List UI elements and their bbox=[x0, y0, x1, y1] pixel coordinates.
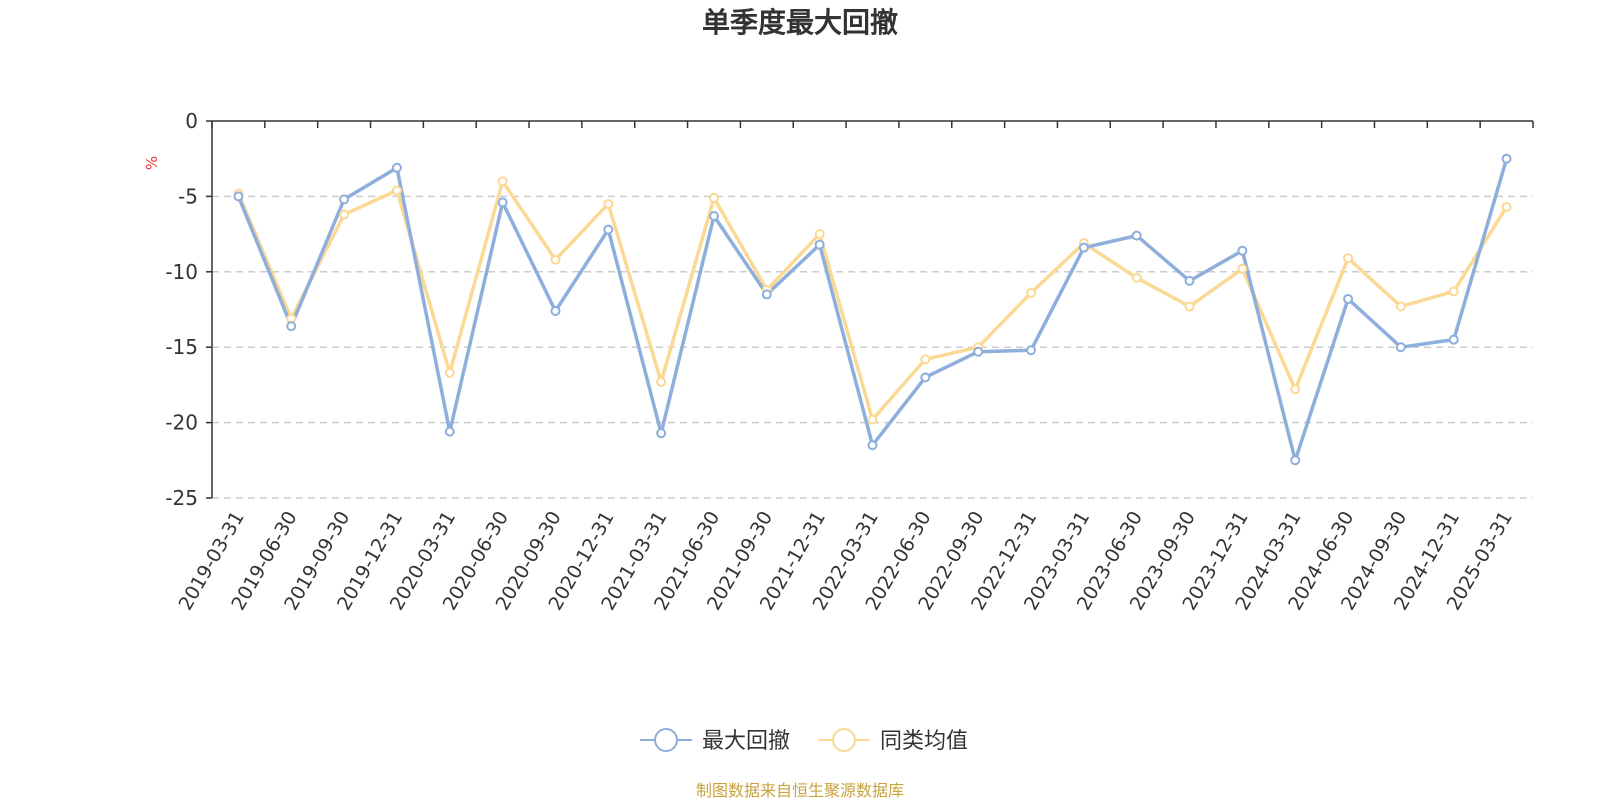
data-source-note: 制图数据来自恒生聚源数据库 bbox=[696, 781, 904, 800]
data-point[interactable] bbox=[1290, 455, 1301, 466]
data-point[interactable] bbox=[761, 289, 772, 300]
data-point[interactable] bbox=[233, 191, 244, 202]
data-point[interactable] bbox=[286, 321, 297, 332]
data-point[interactable] bbox=[1184, 275, 1195, 286]
data-point[interactable] bbox=[867, 414, 878, 425]
y-axis-unit: % bbox=[143, 156, 161, 170]
data-point[interactable] bbox=[1026, 345, 1037, 356]
data-point[interactable] bbox=[1184, 301, 1195, 312]
y-tick-label: -25 bbox=[165, 486, 198, 510]
legend[interactable]: 最大回撤 同类均值 bbox=[640, 728, 968, 754]
series-layer bbox=[233, 153, 1512, 466]
data-point[interactable] bbox=[1237, 263, 1248, 274]
legend-item-0[interactable]: 最大回撤 bbox=[640, 728, 790, 754]
data-point[interactable] bbox=[497, 176, 508, 187]
data-point[interactable] bbox=[1395, 342, 1406, 353]
y-tick-label: -15 bbox=[165, 335, 198, 359]
data-point[interactable] bbox=[1237, 245, 1248, 256]
data-point[interactable] bbox=[1448, 286, 1459, 297]
data-point[interactable] bbox=[1343, 253, 1354, 264]
data-point[interactable] bbox=[1131, 272, 1142, 283]
data-point[interactable] bbox=[1501, 201, 1512, 212]
axes bbox=[211, 120, 1534, 498]
data-point[interactable] bbox=[550, 306, 561, 317]
data-point[interactable] bbox=[1131, 230, 1142, 241]
data-point[interactable] bbox=[1078, 242, 1089, 253]
data-point[interactable] bbox=[339, 209, 350, 220]
data-point[interactable] bbox=[1448, 334, 1459, 345]
data-point[interactable] bbox=[920, 372, 931, 383]
y-tick-label: 0 bbox=[185, 109, 198, 133]
data-point[interactable] bbox=[1501, 153, 1512, 164]
data-point[interactable] bbox=[391, 162, 402, 173]
data-point[interactable] bbox=[708, 192, 719, 203]
data-point[interactable] bbox=[1026, 287, 1037, 298]
data-point[interactable] bbox=[444, 426, 455, 437]
data-point[interactable] bbox=[814, 239, 825, 250]
data-point[interactable] bbox=[1343, 293, 1354, 304]
data-point[interactable] bbox=[444, 367, 455, 378]
data-point[interactable] bbox=[920, 354, 931, 365]
legend-marker bbox=[832, 728, 856, 752]
data-point[interactable] bbox=[550, 254, 561, 265]
y-tick-label: -20 bbox=[165, 411, 198, 435]
legend-marker bbox=[654, 728, 678, 752]
series-line-1 bbox=[236, 179, 1509, 422]
data-point[interactable] bbox=[867, 440, 878, 451]
data-point[interactable] bbox=[391, 185, 402, 196]
data-point[interactable] bbox=[603, 224, 614, 235]
chart-title: 单季度最大回撤 bbox=[702, 6, 898, 39]
data-point[interactable] bbox=[1290, 384, 1301, 395]
y-axis-ticks: 0 -5 -10 -15 -20 -25 bbox=[165, 109, 212, 510]
data-point[interactable] bbox=[1395, 301, 1406, 312]
data-point[interactable] bbox=[708, 211, 719, 222]
data-point[interactable] bbox=[603, 198, 614, 209]
y-tick-label: -10 bbox=[165, 260, 198, 284]
legend-label: 同类均值 bbox=[880, 729, 968, 754]
y-tick-label: -5 bbox=[178, 184, 198, 208]
legend-item-1[interactable]: 同类均值 bbox=[818, 728, 968, 754]
data-point[interactable] bbox=[656, 376, 667, 387]
data-point[interactable] bbox=[656, 428, 667, 439]
data-point[interactable] bbox=[339, 194, 350, 205]
data-point[interactable] bbox=[497, 197, 508, 208]
data-point[interactable] bbox=[973, 346, 984, 357]
data-point[interactable] bbox=[814, 229, 825, 240]
legend-label: 最大回撤 bbox=[702, 729, 790, 754]
x-axis-ticks: 2019-03-312019-06-302019-09-302019-12-31… bbox=[174, 507, 1516, 614]
